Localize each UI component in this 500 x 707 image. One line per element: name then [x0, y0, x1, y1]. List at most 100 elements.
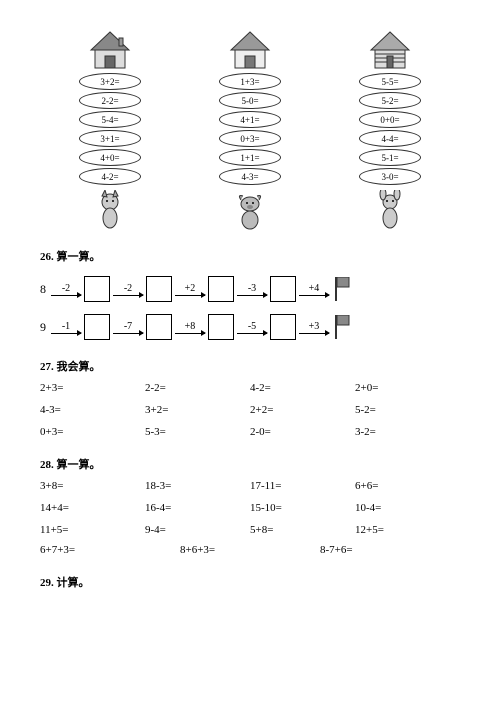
pill-text: 3+2= — [100, 77, 119, 87]
equation: 12+5= — [355, 524, 460, 536]
house-column-3: 5-5= 5-2= 0+0= 4-4= 5-1= 3-0= — [345, 30, 435, 230]
equation: 4-3= — [40, 404, 145, 416]
arrow-icon — [113, 295, 143, 296]
pill-text: 4+1= — [240, 115, 259, 125]
equation: 10-4= — [355, 502, 460, 514]
pill-text: 4+0= — [100, 153, 119, 163]
pill: 3+2= — [79, 73, 141, 90]
op-label: -2 — [124, 283, 132, 294]
answer-box[interactable] — [208, 314, 234, 340]
equation: 17-11= — [250, 480, 355, 492]
arrow-icon — [237, 295, 267, 296]
equation: 15-10= — [250, 502, 355, 514]
pill: 5-2= — [359, 92, 421, 109]
pill: 1+1= — [219, 149, 281, 166]
chain-start: 9 — [40, 320, 46, 335]
arrow-icon — [51, 295, 81, 296]
chain-start: 8 — [40, 282, 46, 297]
flag-icon — [334, 277, 350, 301]
pill-text: 2-2= — [101, 96, 118, 106]
q28-grid3: 6+7+3= 8+6+3= 8-7+6= — [40, 544, 460, 556]
pill-text: 5-2= — [381, 96, 398, 106]
pill-text: 4-3= — [241, 172, 258, 182]
animal-icon — [233, 190, 268, 230]
pill-text: 5-5= — [381, 77, 398, 87]
answer-box[interactable] — [84, 314, 110, 340]
pill-text: 4-2= — [101, 172, 118, 182]
q29-title: 29. 计算。 — [40, 574, 460, 590]
pill: 4-2= — [79, 168, 141, 185]
pill-text: 5-1= — [381, 153, 398, 163]
answer-box[interactable] — [208, 276, 234, 302]
equation: 0+3= — [40, 426, 145, 438]
pill-text: 1+1= — [240, 153, 259, 163]
pill: 2-2= — [79, 92, 141, 109]
equation: 2+0= — [355, 382, 460, 394]
arrow-icon — [175, 295, 205, 296]
arrow-icon — [237, 333, 267, 334]
pill: 1+3= — [219, 73, 281, 90]
equation: 3+8= — [40, 480, 145, 492]
chain-row-1: 8 -2 -2 +2 -3 +4 — [40, 276, 460, 302]
op-label: -7 — [124, 321, 132, 332]
answer-box[interactable] — [146, 314, 172, 340]
q28-grid: 3+8= 18-3= 17-11= 6+6= 14+4= 16-4= 15-10… — [40, 480, 460, 536]
equation: 11+5= — [40, 524, 145, 536]
flag-icon — [334, 315, 350, 339]
equation: 16-4= — [145, 502, 250, 514]
arrow-icon — [299, 295, 329, 296]
animal-icon — [93, 190, 128, 230]
equation: 2-0= — [250, 426, 355, 438]
equation: 4-2= — [250, 382, 355, 394]
equation: 5-3= — [145, 426, 250, 438]
op-label: +8 — [185, 321, 196, 332]
house-icon — [85, 30, 135, 70]
equation: 14+4= — [40, 502, 145, 514]
pill: 4+0= — [79, 149, 141, 166]
op-label: -2 — [62, 283, 70, 294]
pill: 0+0= — [359, 111, 421, 128]
house-icon — [225, 30, 275, 70]
chain-row-2: 9 -1 -7 +8 -5 +3 — [40, 314, 460, 340]
equation: 8+6+3= — [180, 544, 320, 556]
answer-box[interactable] — [84, 276, 110, 302]
equation: 3-2= — [355, 426, 460, 438]
pill: 4-4= — [359, 130, 421, 147]
pill: 4+1= — [219, 111, 281, 128]
q27-grid: 2+3= 2-2= 4-2= 2+0= 4-3= 3+2= 2+2= 5-2= … — [40, 382, 460, 438]
house-column-1: 3+2= 2-2= 5-4= 3+1= 4+0= 4-2= — [65, 30, 155, 230]
pill: 3+1= — [79, 130, 141, 147]
pill-text: 5-4= — [101, 115, 118, 125]
pill-text: 1+3= — [240, 77, 259, 87]
equation: 3+2= — [145, 404, 250, 416]
pill: 5-5= — [359, 73, 421, 90]
pill-text: 5-0= — [241, 96, 258, 106]
q28-title: 28. 算一算。 — [40, 456, 460, 472]
pill: 0+3= — [219, 130, 281, 147]
op-label: +2 — [185, 283, 196, 294]
equation: 2-2= — [145, 382, 250, 394]
arrow-icon — [113, 333, 143, 334]
equation: 6+6= — [355, 480, 460, 492]
equation: 9-4= — [145, 524, 250, 536]
q27-title: 27. 我会算。 — [40, 358, 460, 374]
pill: 5-1= — [359, 149, 421, 166]
pill: 5-0= — [219, 92, 281, 109]
answer-box[interactable] — [146, 276, 172, 302]
pill-text: 0+3= — [240, 134, 259, 144]
equation: 5-2= — [355, 404, 460, 416]
equation: 5+8= — [250, 524, 355, 536]
equation: 8-7+6= — [320, 544, 460, 556]
house-column-2: 1+3= 5-0= 4+1= 0+3= 1+1= 4-3= — [205, 30, 295, 230]
equation: 2+3= — [40, 382, 145, 394]
pill-text: 3-0= — [381, 172, 398, 182]
arrow-icon — [51, 333, 81, 334]
animal-icon — [373, 190, 408, 230]
answer-box[interactable] — [270, 314, 296, 340]
op-label: +3 — [309, 321, 320, 332]
pill: 5-4= — [79, 111, 141, 128]
op-label: -1 — [62, 321, 70, 332]
pill-text: 4-4= — [381, 134, 398, 144]
answer-box[interactable] — [270, 276, 296, 302]
arrow-icon — [175, 333, 205, 334]
